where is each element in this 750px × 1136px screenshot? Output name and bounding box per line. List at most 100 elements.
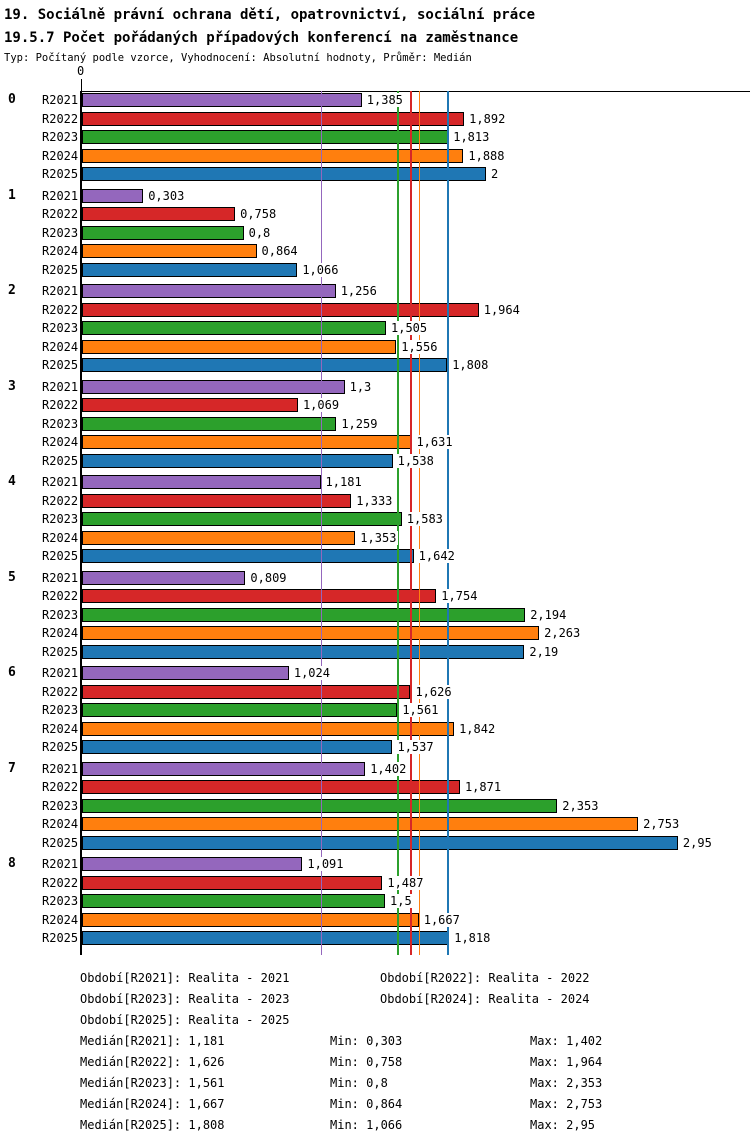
group-label: 2 bbox=[8, 283, 16, 298]
series-label: R2025 bbox=[42, 931, 79, 945]
bar-value-label: 1,642 bbox=[416, 549, 457, 563]
series-label: R2025 bbox=[42, 644, 79, 659]
bar-r2023-group-7 bbox=[82, 798, 558, 813]
series-label: R2025 bbox=[42, 358, 79, 372]
group-label: 0 bbox=[8, 92, 16, 107]
series-label: R2025 bbox=[42, 740, 79, 754]
series-label: R2021 bbox=[42, 666, 79, 680]
bar-value-label: 1,842 bbox=[457, 721, 498, 736]
bar-r2023-group-8 bbox=[82, 894, 385, 908]
legend-period-label: Období[R2025]: Realita - 2025 bbox=[80, 1013, 290, 1027]
bar-value-label: 1,3 bbox=[347, 379, 374, 394]
bar-r2024-group-4 bbox=[82, 530, 356, 545]
bar-r2023-group-1 bbox=[82, 225, 244, 240]
bar-r2022-group-6 bbox=[82, 684, 411, 699]
bar-value-label: 0,864 bbox=[259, 244, 300, 258]
bar-value-label: 2,194 bbox=[528, 607, 569, 622]
bar-value-label: 1,754 bbox=[439, 589, 480, 603]
bar-value-label: 1,813 bbox=[451, 130, 492, 144]
legend-min-label: Min: 1,066 bbox=[330, 1118, 403, 1132]
bar-value-label: 0,303 bbox=[146, 188, 187, 203]
series-label: R2023 bbox=[42, 703, 79, 717]
bar-value-label: 1,871 bbox=[462, 780, 504, 794]
bar-r2024-group-7 bbox=[82, 817, 639, 831]
series-label: R2025 bbox=[42, 167, 79, 181]
series-label: R2025 bbox=[42, 549, 79, 563]
bar-r2024-group-8 bbox=[82, 912, 419, 927]
legend-max-label: Max: 2,353 bbox=[530, 1076, 603, 1090]
series-label: R2021 bbox=[42, 188, 79, 203]
bar-value-label: 1,808 bbox=[450, 358, 491, 372]
grouped-bar-chart: 0 0 R2021 1,385 R2022 1,892 R2023 1,813 R2024 1,8… bbox=[8, 64, 750, 955]
series-label: R2024 bbox=[42, 339, 79, 354]
bar-value-label: 1,505 bbox=[389, 321, 430, 335]
median-line-r2025 bbox=[447, 91, 449, 955]
bar-value-label: 1,385 bbox=[364, 93, 405, 107]
legend-min-label: Min: 0,8 bbox=[330, 1076, 388, 1090]
bar-r2024-group-6 bbox=[82, 721, 455, 736]
bar-r2023-group-4 bbox=[82, 512, 402, 526]
bar-value-label: 0,809 bbox=[248, 570, 289, 585]
group-label: 7 bbox=[8, 760, 16, 776]
group-label: 1 bbox=[8, 187, 16, 203]
bar-value-label: 1,818 bbox=[452, 931, 493, 945]
series-label: R2023 bbox=[42, 130, 79, 144]
bar-r2021-group-3 bbox=[82, 379, 345, 394]
bar-r2022-group-4 bbox=[82, 493, 352, 508]
bar-r2025-group-8 bbox=[82, 931, 450, 945]
legend-min-label: Min: 0,864 bbox=[330, 1097, 403, 1111]
legend-median-label: Medián[R2024]: 1,667 bbox=[80, 1097, 225, 1111]
series-label: R2022 bbox=[42, 207, 79, 221]
series-label: R2022 bbox=[42, 398, 79, 412]
series-label: R2025 bbox=[42, 262, 79, 277]
y-axis-line bbox=[80, 91, 82, 955]
bar-r2023-group-3 bbox=[82, 416, 337, 431]
bar-value-label: 1,964 bbox=[481, 302, 522, 317]
bar-r2025-group-0 bbox=[82, 167, 486, 181]
legend-period-label: Období[R2022]: Realita - 2022 bbox=[380, 971, 590, 985]
bar-r2023-group-2 bbox=[82, 321, 386, 335]
legend-min-label: Min: 0,758 bbox=[330, 1055, 403, 1069]
bar-r2021-group-8 bbox=[82, 857, 303, 871]
legend-min-label: Min: 0,303 bbox=[330, 1034, 403, 1048]
legend-max-label: Max: 2,95 bbox=[530, 1118, 596, 1132]
bar-r2022-group-3 bbox=[82, 398, 298, 412]
group-label: 4 bbox=[8, 474, 16, 489]
bar-r2024-group-1 bbox=[82, 244, 257, 258]
bar-value-label: 0,758 bbox=[238, 207, 279, 221]
bar-value-label: 1,537 bbox=[395, 740, 436, 754]
series-label: R2023 bbox=[42, 607, 79, 622]
series-label: R2021 bbox=[42, 379, 79, 394]
group-label: 3 bbox=[8, 378, 16, 394]
series-label: R2021 bbox=[42, 570, 79, 585]
bar-value-label: 1,626 bbox=[413, 684, 454, 699]
series-label: R2021 bbox=[42, 475, 79, 489]
bar-r2024-group-5 bbox=[82, 626, 540, 640]
series-label: R2024 bbox=[42, 435, 79, 449]
bar-r2022-group-8 bbox=[82, 875, 383, 890]
bar-r2023-group-6 bbox=[82, 703, 398, 717]
bar-value-label: 1,538 bbox=[395, 453, 436, 468]
series-label: R2025 bbox=[42, 835, 79, 850]
bar-value-label: 1,402 bbox=[368, 761, 409, 776]
series-label: R2022 bbox=[42, 493, 79, 508]
bar-r2021-group-4 bbox=[82, 475, 321, 489]
bar-value-label: 1,024 bbox=[291, 666, 332, 680]
series-label: R2023 bbox=[42, 321, 79, 335]
series-label: R2023 bbox=[42, 512, 79, 526]
series-label: R2025 bbox=[42, 453, 79, 468]
series-label: R2021 bbox=[42, 284, 79, 298]
series-label: R2022 bbox=[42, 684, 79, 699]
bar-r2022-group-1 bbox=[82, 207, 236, 221]
bar-r2025-group-4 bbox=[82, 549, 414, 563]
bar-value-label: 1,631 bbox=[414, 435, 455, 449]
report-title-line1: 19. Sociálně právní ochrana dětí, opatro… bbox=[4, 7, 536, 23]
bar-r2022-group-7 bbox=[82, 780, 460, 794]
series-label: R2023 bbox=[42, 225, 79, 240]
group-label: 8 bbox=[8, 856, 16, 871]
bar-r2024-group-3 bbox=[82, 435, 412, 449]
bar-r2021-group-1 bbox=[82, 188, 144, 203]
bar-r2021-group-6 bbox=[82, 666, 289, 680]
bar-r2023-group-0 bbox=[82, 130, 449, 144]
